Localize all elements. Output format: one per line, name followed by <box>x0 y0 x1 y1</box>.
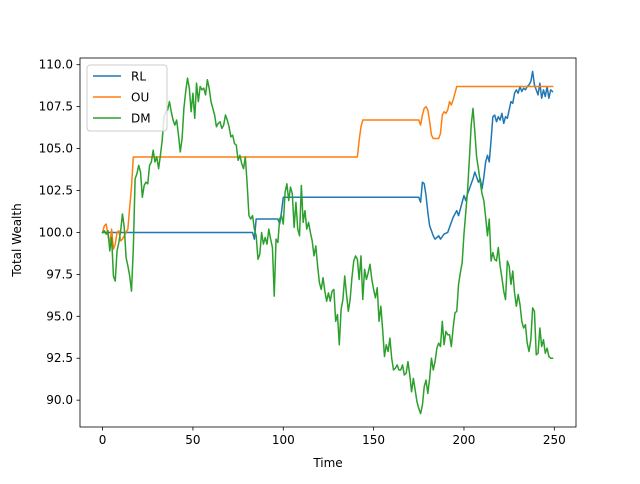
y-tick-label: 102.5 <box>39 184 73 198</box>
y-tick-label: 95.0 <box>46 309 73 323</box>
x-tick-label: 100 <box>272 433 295 447</box>
y-tick-label: 110.0 <box>39 58 73 72</box>
y-tick-label: 97.5 <box>46 267 73 281</box>
series-line-ou <box>101 85 554 250</box>
series-layer <box>101 70 554 415</box>
legend: RL OU DM <box>86 64 168 132</box>
axes-layer: 0 50 100 150 200 250 90.0 92.5 95.0 97.5 100.0 102.… <box>39 57 577 447</box>
x-tick-label: 250 <box>543 433 566 447</box>
legend-label-dm: DM <box>131 112 151 126</box>
y-tick-label: 100.0 <box>39 225 73 239</box>
x-tick-label: 150 <box>362 433 385 447</box>
y-tick-label: 92.5 <box>46 351 73 365</box>
x-tick-label: 200 <box>453 433 476 447</box>
legend-label-rl: RL <box>131 70 146 84</box>
series-line-rl <box>101 70 554 240</box>
x-axis-label: Time <box>312 456 342 470</box>
x-tick-label: 0 <box>99 433 107 447</box>
y-tick-label: 105.0 <box>39 142 73 156</box>
x-tick-label: 50 <box>185 433 200 447</box>
plot-frame <box>79 57 577 428</box>
legend-box <box>86 64 168 132</box>
series-line-dm <box>101 77 554 415</box>
y-tick-label: 90.0 <box>46 393 73 407</box>
y-tick-label: 107.5 <box>39 100 73 114</box>
legend-label-ou: OU <box>131 91 149 105</box>
y-axis-label: Total Wealth <box>10 203 24 277</box>
